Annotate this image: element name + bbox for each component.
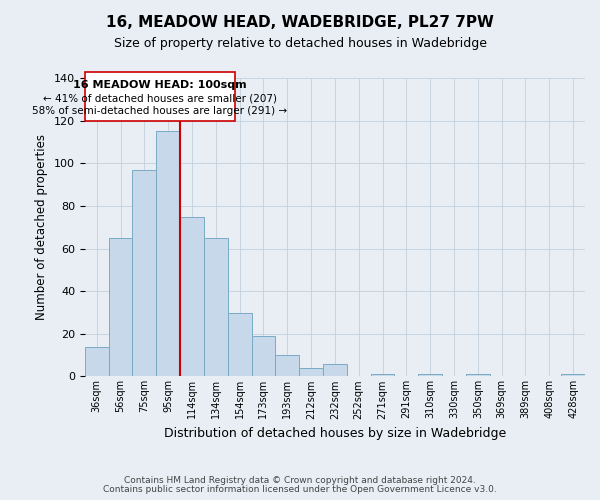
X-axis label: Distribution of detached houses by size in Wadebridge: Distribution of detached houses by size …: [164, 427, 506, 440]
Text: Contains public sector information licensed under the Open Government Licence v3: Contains public sector information licen…: [103, 485, 497, 494]
Bar: [251, 336, 275, 376]
Bar: [371, 374, 394, 376]
Bar: [180, 216, 204, 376]
Bar: [156, 132, 180, 376]
Bar: [323, 364, 347, 376]
Bar: [109, 238, 133, 376]
Text: 16 MEADOW HEAD: 100sqm: 16 MEADOW HEAD: 100sqm: [73, 80, 247, 90]
Bar: [418, 374, 442, 376]
Bar: [204, 238, 228, 376]
Text: ← 41% of detached houses are smaller (207): ← 41% of detached houses are smaller (20…: [43, 93, 277, 103]
Bar: [275, 355, 299, 376]
Bar: [85, 346, 109, 376]
Text: 58% of semi-detached houses are larger (291) →: 58% of semi-detached houses are larger (…: [32, 106, 287, 116]
Bar: [561, 374, 585, 376]
Bar: [228, 312, 251, 376]
FancyBboxPatch shape: [85, 72, 235, 121]
Bar: [299, 368, 323, 376]
Text: Contains HM Land Registry data © Crown copyright and database right 2024.: Contains HM Land Registry data © Crown c…: [124, 476, 476, 485]
Bar: [466, 374, 490, 376]
Bar: [133, 170, 156, 376]
Text: Size of property relative to detached houses in Wadebridge: Size of property relative to detached ho…: [113, 38, 487, 51]
Y-axis label: Number of detached properties: Number of detached properties: [35, 134, 49, 320]
Text: 16, MEADOW HEAD, WADEBRIDGE, PL27 7PW: 16, MEADOW HEAD, WADEBRIDGE, PL27 7PW: [106, 15, 494, 30]
